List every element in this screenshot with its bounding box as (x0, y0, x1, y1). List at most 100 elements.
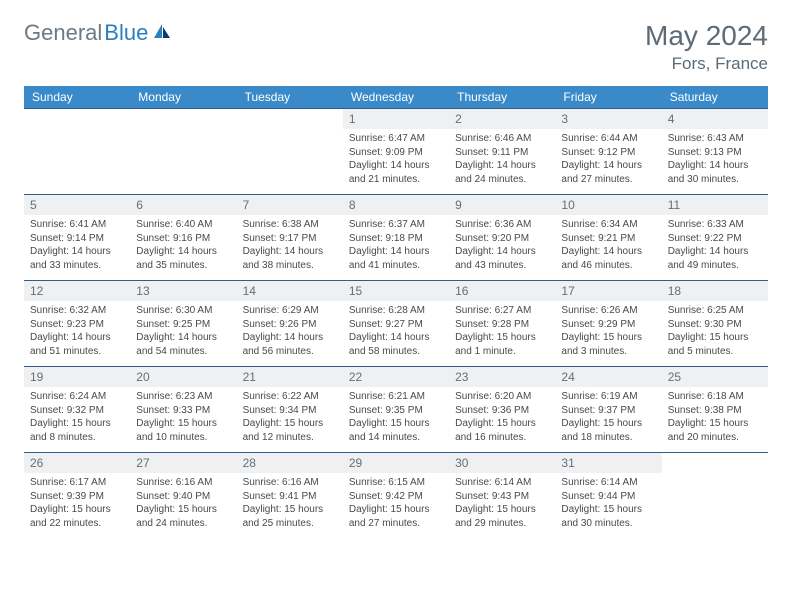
day-details: Sunrise: 6:14 AMSunset: 9:43 PMDaylight:… (449, 473, 555, 534)
day-details: Sunrise: 6:33 AMSunset: 9:22 PMDaylight:… (662, 215, 768, 276)
day-details: Sunrise: 6:43 AMSunset: 9:13 PMDaylight:… (662, 129, 768, 190)
calendar-cell: 3Sunrise: 6:44 AMSunset: 9:12 PMDaylight… (555, 109, 661, 195)
day-details: Sunrise: 6:32 AMSunset: 9:23 PMDaylight:… (24, 301, 130, 362)
weekday-header: Sunday (24, 86, 130, 109)
calendar-cell: 2Sunrise: 6:46 AMSunset: 9:11 PMDaylight… (449, 109, 555, 195)
day-details: Sunrise: 6:27 AMSunset: 9:28 PMDaylight:… (449, 301, 555, 362)
day-number: 26 (24, 453, 130, 473)
day-details: Sunrise: 6:22 AMSunset: 9:34 PMDaylight:… (237, 387, 343, 448)
calendar-cell: 13Sunrise: 6:30 AMSunset: 9:25 PMDayligh… (130, 281, 236, 367)
day-number: 10 (555, 195, 661, 215)
day-details: Sunrise: 6:37 AMSunset: 9:18 PMDaylight:… (343, 215, 449, 276)
day-number: 19 (24, 367, 130, 387)
calendar-week-row: 5Sunrise: 6:41 AMSunset: 9:14 PMDaylight… (24, 195, 768, 281)
calendar-week-row: 1Sunrise: 6:47 AMSunset: 9:09 PMDaylight… (24, 109, 768, 195)
day-number: 4 (662, 109, 768, 129)
day-details: Sunrise: 6:24 AMSunset: 9:32 PMDaylight:… (24, 387, 130, 448)
day-number: 30 (449, 453, 555, 473)
calendar-cell (24, 109, 130, 195)
day-details: Sunrise: 6:20 AMSunset: 9:36 PMDaylight:… (449, 387, 555, 448)
sail-icon (152, 22, 172, 45)
weekday-row: Sunday Monday Tuesday Wednesday Thursday… (24, 86, 768, 109)
day-details: Sunrise: 6:16 AMSunset: 9:40 PMDaylight:… (130, 473, 236, 534)
calendar-cell: 14Sunrise: 6:29 AMSunset: 9:26 PMDayligh… (237, 281, 343, 367)
day-details: Sunrise: 6:47 AMSunset: 9:09 PMDaylight:… (343, 129, 449, 190)
day-number: 21 (237, 367, 343, 387)
day-number: 29 (343, 453, 449, 473)
day-details: Sunrise: 6:25 AMSunset: 9:30 PMDaylight:… (662, 301, 768, 362)
day-number: 7 (237, 195, 343, 215)
location: Fors, France (645, 54, 768, 74)
day-number: 8 (343, 195, 449, 215)
calendar-cell: 17Sunrise: 6:26 AMSunset: 9:29 PMDayligh… (555, 281, 661, 367)
title-block: May 2024 Fors, France (645, 20, 768, 74)
day-details: Sunrise: 6:30 AMSunset: 9:25 PMDaylight:… (130, 301, 236, 362)
calendar-cell: 15Sunrise: 6:28 AMSunset: 9:27 PMDayligh… (343, 281, 449, 367)
day-details: Sunrise: 6:17 AMSunset: 9:39 PMDaylight:… (24, 473, 130, 534)
calendar-cell: 5Sunrise: 6:41 AMSunset: 9:14 PMDaylight… (24, 195, 130, 281)
calendar-page: General Blue May 2024 Fors, France Sunda… (0, 0, 792, 559)
calendar-cell: 7Sunrise: 6:38 AMSunset: 9:17 PMDaylight… (237, 195, 343, 281)
calendar-cell: 8Sunrise: 6:37 AMSunset: 9:18 PMDaylight… (343, 195, 449, 281)
day-details: Sunrise: 6:36 AMSunset: 9:20 PMDaylight:… (449, 215, 555, 276)
day-details: Sunrise: 6:46 AMSunset: 9:11 PMDaylight:… (449, 129, 555, 190)
weekday-header: Monday (130, 86, 236, 109)
calendar-cell: 16Sunrise: 6:27 AMSunset: 9:28 PMDayligh… (449, 281, 555, 367)
weekday-header: Wednesday (343, 86, 449, 109)
calendar-week-row: 19Sunrise: 6:24 AMSunset: 9:32 PMDayligh… (24, 367, 768, 453)
calendar-cell: 18Sunrise: 6:25 AMSunset: 9:30 PMDayligh… (662, 281, 768, 367)
day-number: 3 (555, 109, 661, 129)
day-number: 17 (555, 281, 661, 301)
calendar-cell: 19Sunrise: 6:24 AMSunset: 9:32 PMDayligh… (24, 367, 130, 453)
day-number: 20 (130, 367, 236, 387)
day-number: 2 (449, 109, 555, 129)
logo: General Blue (24, 20, 172, 46)
logo-text-general: General (24, 20, 102, 46)
calendar-cell (662, 453, 768, 539)
calendar-cell: 25Sunrise: 6:18 AMSunset: 9:38 PMDayligh… (662, 367, 768, 453)
calendar-cell: 20Sunrise: 6:23 AMSunset: 9:33 PMDayligh… (130, 367, 236, 453)
weekday-header: Friday (555, 86, 661, 109)
day-details: Sunrise: 6:23 AMSunset: 9:33 PMDaylight:… (130, 387, 236, 448)
day-number: 31 (555, 453, 661, 473)
day-number: 27 (130, 453, 236, 473)
day-number: 11 (662, 195, 768, 215)
calendar-cell: 29Sunrise: 6:15 AMSunset: 9:42 PMDayligh… (343, 453, 449, 539)
calendar-week-row: 12Sunrise: 6:32 AMSunset: 9:23 PMDayligh… (24, 281, 768, 367)
weekday-header: Tuesday (237, 86, 343, 109)
day-details: Sunrise: 6:15 AMSunset: 9:42 PMDaylight:… (343, 473, 449, 534)
calendar-table: Sunday Monday Tuesday Wednesday Thursday… (24, 86, 768, 539)
calendar-cell: 28Sunrise: 6:16 AMSunset: 9:41 PMDayligh… (237, 453, 343, 539)
calendar-cell: 9Sunrise: 6:36 AMSunset: 9:20 PMDaylight… (449, 195, 555, 281)
calendar-cell: 27Sunrise: 6:16 AMSunset: 9:40 PMDayligh… (130, 453, 236, 539)
day-number: 9 (449, 195, 555, 215)
logo-text-blue: Blue (104, 20, 148, 46)
day-number: 13 (130, 281, 236, 301)
day-details: Sunrise: 6:29 AMSunset: 9:26 PMDaylight:… (237, 301, 343, 362)
calendar-cell: 22Sunrise: 6:21 AMSunset: 9:35 PMDayligh… (343, 367, 449, 453)
day-number: 22 (343, 367, 449, 387)
calendar-cell: 1Sunrise: 6:47 AMSunset: 9:09 PMDaylight… (343, 109, 449, 195)
calendar-cell (130, 109, 236, 195)
calendar-cell (237, 109, 343, 195)
day-details: Sunrise: 6:19 AMSunset: 9:37 PMDaylight:… (555, 387, 661, 448)
day-details: Sunrise: 6:28 AMSunset: 9:27 PMDaylight:… (343, 301, 449, 362)
day-details: Sunrise: 6:18 AMSunset: 9:38 PMDaylight:… (662, 387, 768, 448)
calendar-cell: 11Sunrise: 6:33 AMSunset: 9:22 PMDayligh… (662, 195, 768, 281)
calendar-cell: 12Sunrise: 6:32 AMSunset: 9:23 PMDayligh… (24, 281, 130, 367)
calendar-cell: 30Sunrise: 6:14 AMSunset: 9:43 PMDayligh… (449, 453, 555, 539)
day-number: 28 (237, 453, 343, 473)
day-number: 1 (343, 109, 449, 129)
day-number: 14 (237, 281, 343, 301)
day-details: Sunrise: 6:41 AMSunset: 9:14 PMDaylight:… (24, 215, 130, 276)
day-details: Sunrise: 6:21 AMSunset: 9:35 PMDaylight:… (343, 387, 449, 448)
day-details: Sunrise: 6:40 AMSunset: 9:16 PMDaylight:… (130, 215, 236, 276)
calendar-cell: 26Sunrise: 6:17 AMSunset: 9:39 PMDayligh… (24, 453, 130, 539)
month-title: May 2024 (645, 20, 768, 52)
day-number: 5 (24, 195, 130, 215)
day-details: Sunrise: 6:38 AMSunset: 9:17 PMDaylight:… (237, 215, 343, 276)
calendar-cell: 4Sunrise: 6:43 AMSunset: 9:13 PMDaylight… (662, 109, 768, 195)
calendar-week-row: 26Sunrise: 6:17 AMSunset: 9:39 PMDayligh… (24, 453, 768, 539)
day-details: Sunrise: 6:16 AMSunset: 9:41 PMDaylight:… (237, 473, 343, 534)
weekday-header: Saturday (662, 86, 768, 109)
